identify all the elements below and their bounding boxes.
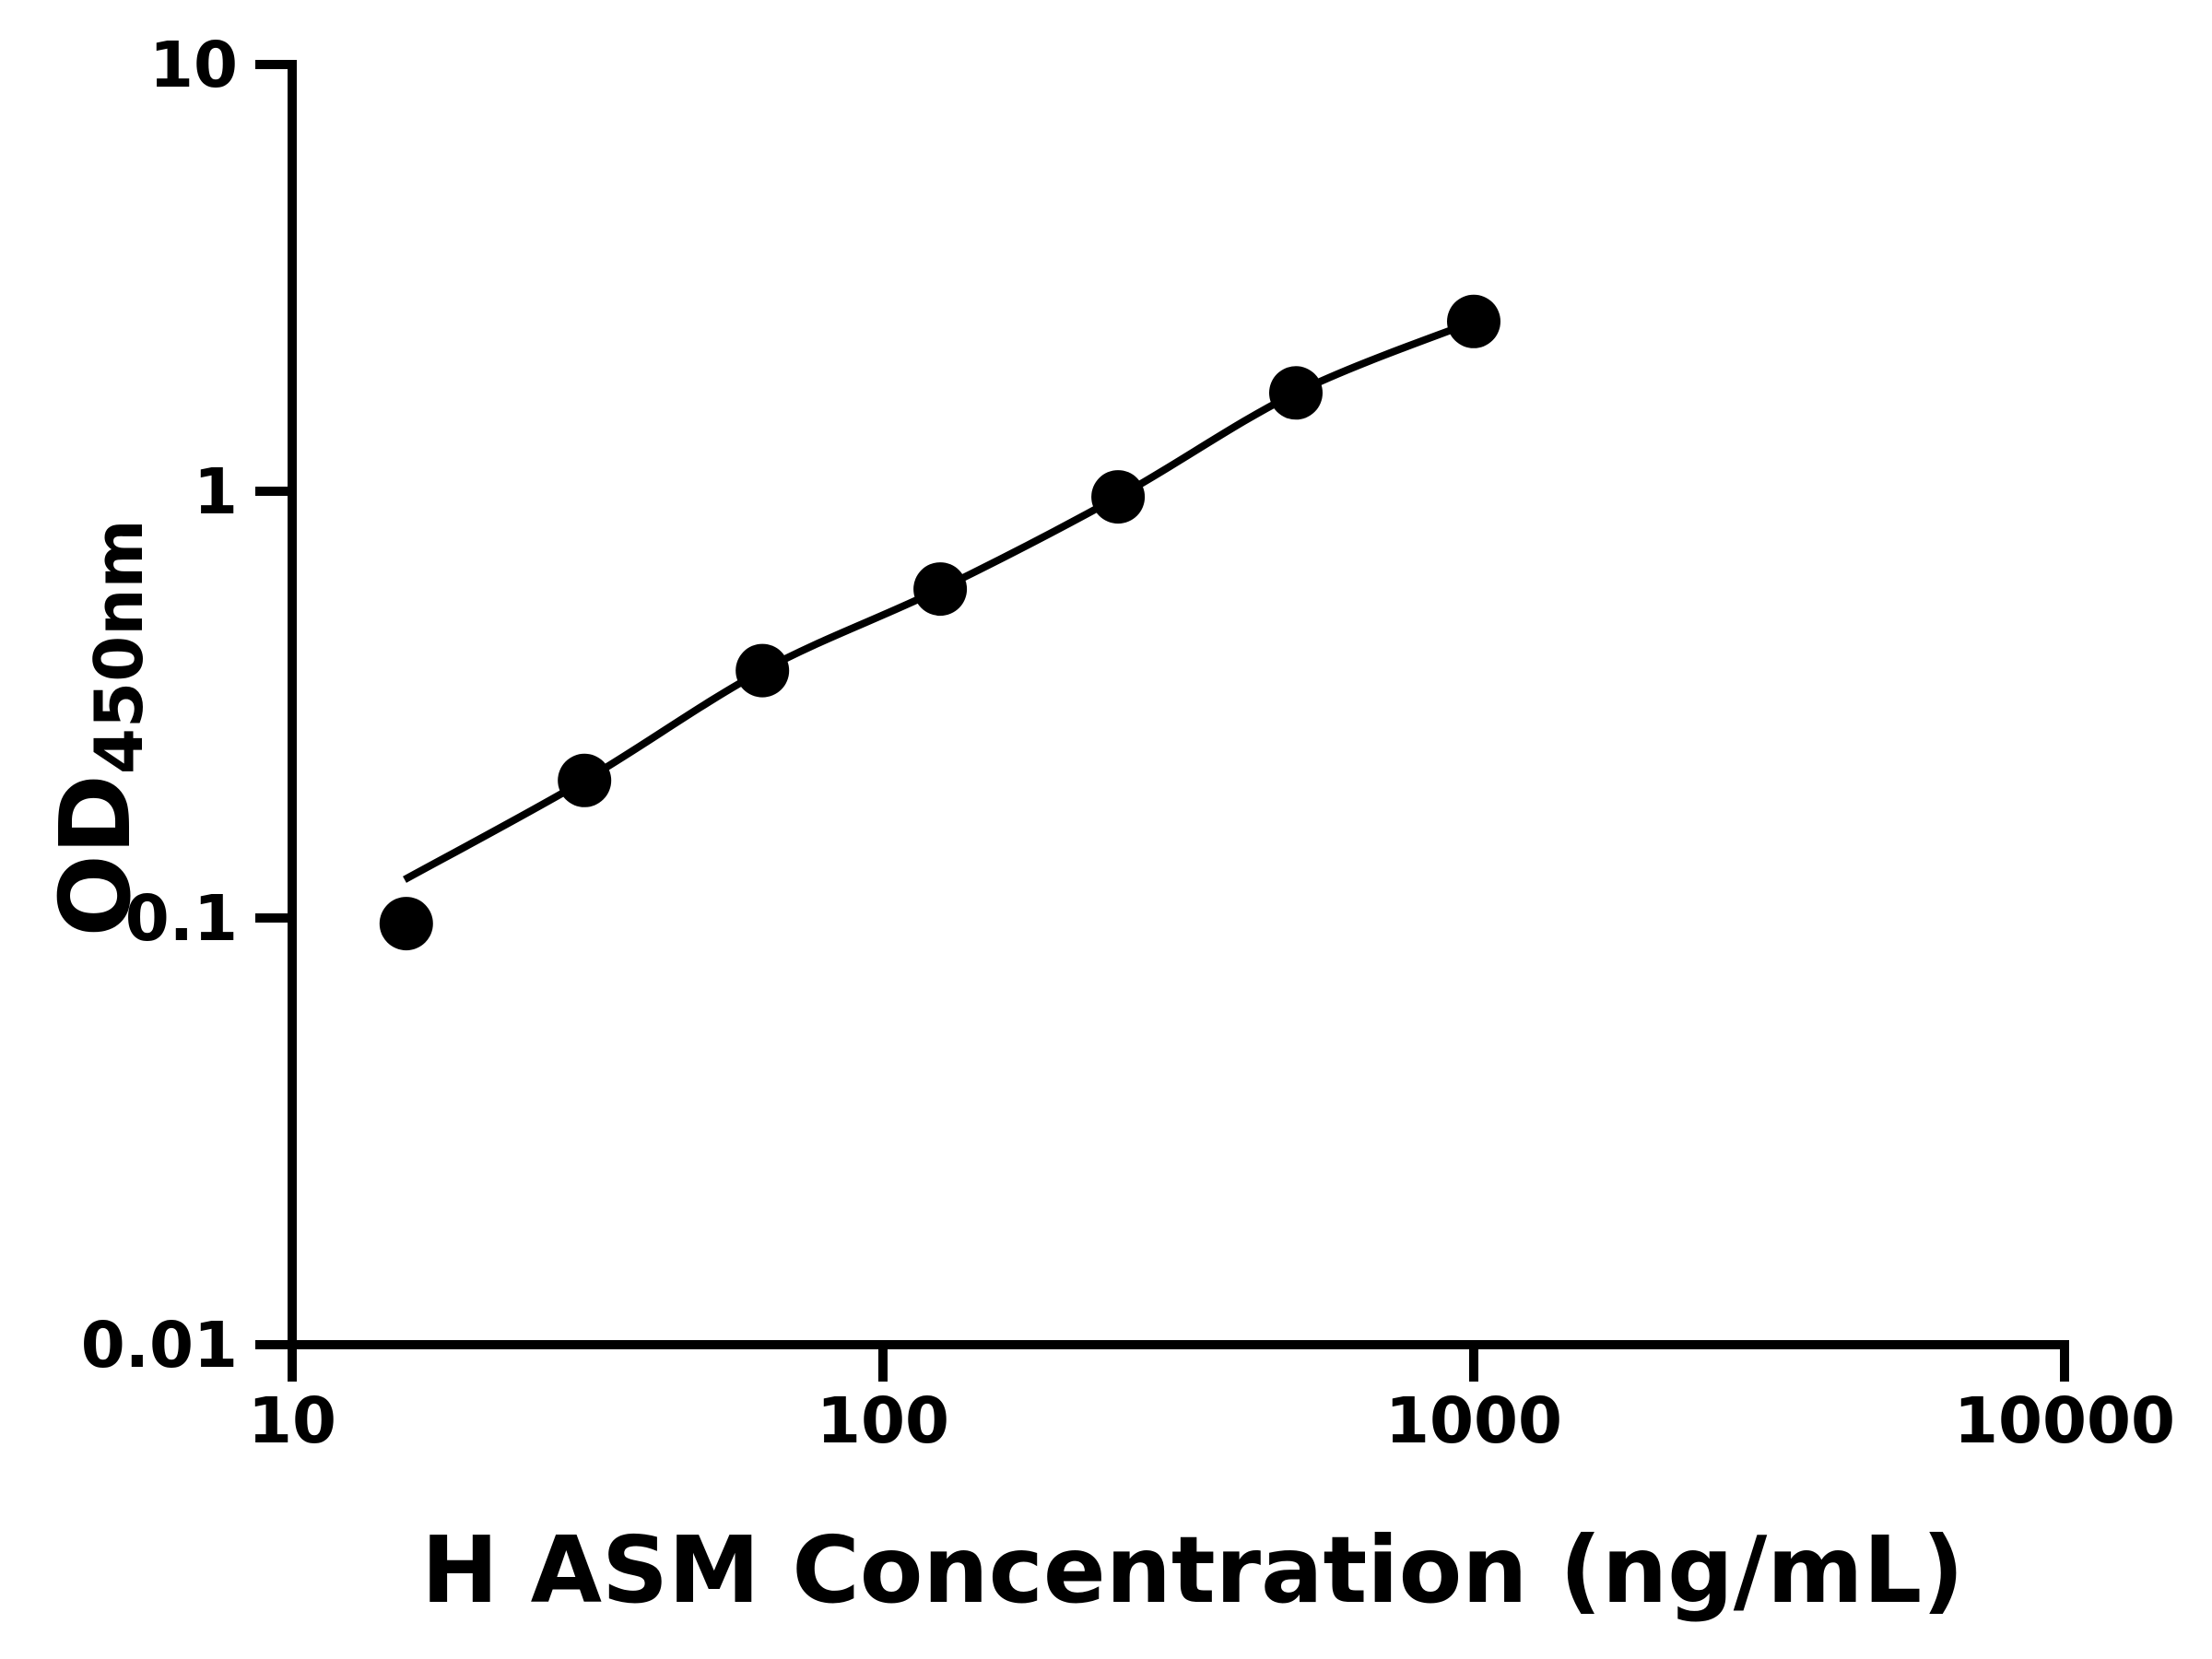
y-axis-title-base: OD (40, 774, 152, 936)
y-axis-title-subscript: 450nm (80, 520, 158, 775)
y-tick-label-0-1: 0.1 (125, 882, 238, 956)
x-axis-ticks: 10 100 1000 10000 (248, 1345, 2175, 1458)
data-point (379, 897, 433, 951)
axes (288, 60, 2069, 1349)
data-point (913, 562, 968, 617)
x-tick-label-10: 10 (248, 1384, 336, 1458)
y-tick-label-0-01: 0.01 (81, 1309, 238, 1382)
y-axis-ticks: 10 1 0.1 0.01 (81, 29, 292, 1382)
y-tick-label-10: 10 (149, 29, 238, 102)
data-series (379, 294, 1500, 951)
x-tick-label-1000: 1000 (1385, 1384, 1562, 1458)
x-axis-title: H ASM Concentration (ng/mL) (421, 1516, 1964, 1624)
data-point (1091, 470, 1146, 524)
y-tick-label-1: 1 (194, 455, 238, 529)
data-point (1447, 294, 1500, 348)
data-point (558, 753, 612, 807)
y-axis-title: OD450nm (40, 520, 158, 937)
x-tick-label-10000: 10000 (1954, 1384, 2175, 1458)
data-point (735, 643, 790, 698)
data-point (1269, 366, 1323, 420)
x-tick-label-100: 100 (817, 1384, 949, 1458)
